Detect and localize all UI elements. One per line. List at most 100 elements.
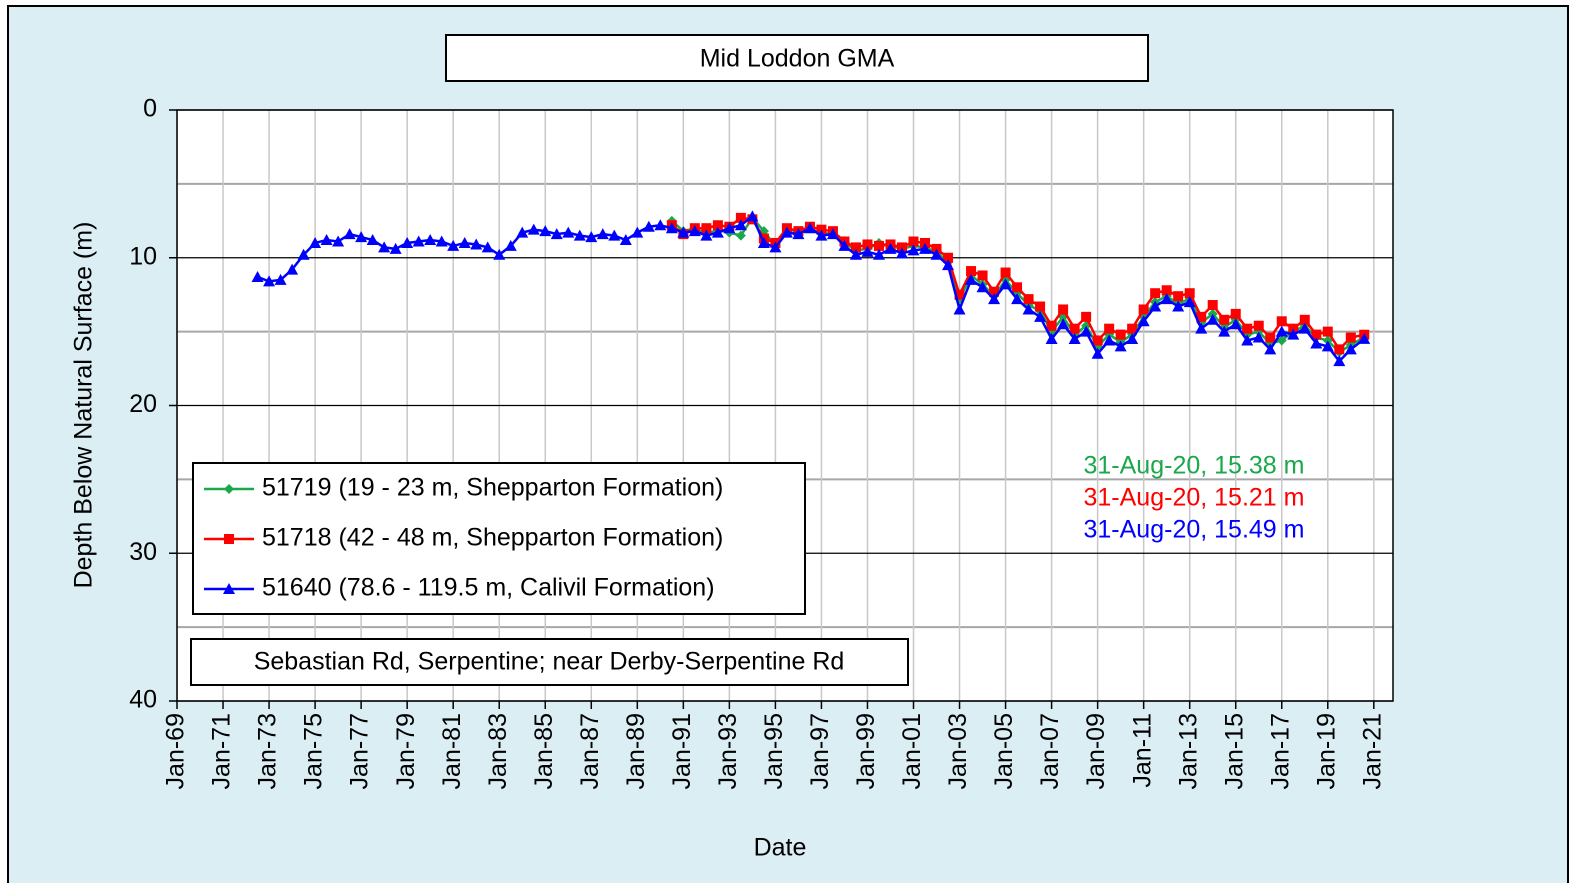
x-tick-label: Jan-97 bbox=[806, 713, 834, 789]
marker bbox=[954, 289, 965, 300]
marker bbox=[1023, 294, 1034, 305]
marker bbox=[447, 239, 460, 251]
marker bbox=[1321, 340, 1334, 352]
marker bbox=[343, 228, 356, 240]
marker bbox=[1276, 335, 1287, 346]
marker bbox=[1358, 332, 1371, 344]
marker bbox=[631, 226, 644, 238]
x-tick-label: Jan-21 bbox=[1358, 713, 1386, 789]
marker bbox=[1000, 267, 1011, 278]
x-tick-label: Jan-13 bbox=[1174, 713, 1202, 789]
marker bbox=[1322, 326, 1333, 337]
marker bbox=[803, 222, 816, 234]
marker bbox=[665, 222, 678, 234]
marker bbox=[1150, 288, 1161, 299]
marker bbox=[1058, 304, 1069, 315]
marker bbox=[919, 242, 932, 254]
marker bbox=[965, 273, 978, 285]
marker bbox=[1081, 311, 1092, 322]
marker bbox=[1219, 314, 1230, 325]
x-tick-label: Jan-87 bbox=[576, 713, 604, 789]
y-tick-label: 20 bbox=[129, 390, 157, 418]
y-tick-label: 30 bbox=[129, 538, 157, 566]
marker bbox=[355, 231, 368, 243]
marker bbox=[1265, 332, 1276, 343]
legend-marker bbox=[224, 534, 234, 544]
marker bbox=[1011, 293, 1024, 305]
marker bbox=[654, 219, 667, 231]
marker bbox=[1334, 344, 1345, 355]
marker bbox=[1310, 337, 1323, 349]
marker bbox=[366, 234, 379, 246]
marker bbox=[735, 212, 746, 223]
marker bbox=[573, 229, 586, 241]
marker bbox=[1045, 333, 1058, 345]
legend-label: 51719 (19 - 23 m, Shepparton Formation) bbox=[262, 474, 723, 502]
marker bbox=[1057, 318, 1070, 330]
marker bbox=[1022, 303, 1035, 315]
marker bbox=[1161, 285, 1172, 296]
marker bbox=[701, 223, 712, 234]
marker bbox=[895, 247, 908, 259]
marker bbox=[723, 222, 736, 234]
marker bbox=[1068, 333, 1081, 345]
marker bbox=[1137, 315, 1150, 327]
x-tick-label: Jan-85 bbox=[530, 713, 558, 789]
marker bbox=[966, 266, 977, 277]
marker bbox=[838, 239, 851, 251]
x-tick-label: Jan-69 bbox=[162, 713, 190, 789]
x-tick-label: Jan-75 bbox=[300, 713, 328, 789]
marker bbox=[1069, 323, 1080, 334]
marker bbox=[873, 240, 884, 251]
marker bbox=[780, 226, 793, 238]
marker bbox=[1299, 314, 1310, 325]
marker bbox=[1345, 332, 1356, 343]
marker bbox=[562, 226, 575, 238]
x-tick-label: Jan-93 bbox=[714, 713, 742, 789]
marker bbox=[1333, 355, 1346, 367]
y-axis-label: Depth Below Natural Surface (m) bbox=[70, 222, 98, 589]
marker bbox=[481, 241, 494, 253]
marker bbox=[1241, 334, 1254, 346]
marker bbox=[585, 231, 598, 243]
series-group bbox=[251, 210, 1371, 367]
marker bbox=[1252, 331, 1265, 343]
marker bbox=[412, 235, 425, 247]
marker bbox=[930, 248, 943, 260]
marker bbox=[504, 239, 517, 251]
marker bbox=[862, 239, 873, 250]
marker bbox=[1012, 282, 1023, 293]
x-tick-label: Jan-95 bbox=[760, 713, 788, 789]
marker bbox=[1035, 301, 1046, 312]
marker bbox=[389, 242, 402, 254]
legend-box bbox=[192, 462, 806, 615]
x-axis-label: Date bbox=[754, 834, 807, 862]
x-tick-label: Jan-81 bbox=[438, 713, 466, 789]
marker bbox=[608, 229, 621, 241]
annotation: 31-Aug-20, 15.21 m bbox=[1084, 484, 1305, 512]
x-tick-label: Jan-77 bbox=[346, 713, 374, 789]
marker bbox=[908, 236, 919, 247]
marker bbox=[712, 220, 723, 231]
marker bbox=[861, 245, 874, 257]
marker bbox=[1276, 316, 1287, 327]
annotation: 31-Aug-20, 15.38 m bbox=[1084, 452, 1305, 480]
x-tick-label: Jan-83 bbox=[484, 713, 512, 789]
marker bbox=[435, 235, 448, 247]
marker bbox=[1311, 329, 1322, 340]
y-tick-label: 0 bbox=[143, 95, 157, 123]
marker bbox=[309, 236, 322, 248]
marker bbox=[619, 234, 632, 246]
marker bbox=[746, 210, 759, 222]
location-box bbox=[190, 638, 909, 686]
marker bbox=[735, 230, 746, 241]
marker bbox=[792, 228, 805, 240]
x-tick-label: Jan-17 bbox=[1266, 713, 1294, 789]
marker bbox=[1206, 313, 1219, 325]
marker bbox=[826, 228, 839, 240]
marker bbox=[734, 219, 747, 231]
marker bbox=[1184, 288, 1195, 299]
marker bbox=[1195, 322, 1208, 334]
y-tick-label: 10 bbox=[129, 242, 157, 270]
